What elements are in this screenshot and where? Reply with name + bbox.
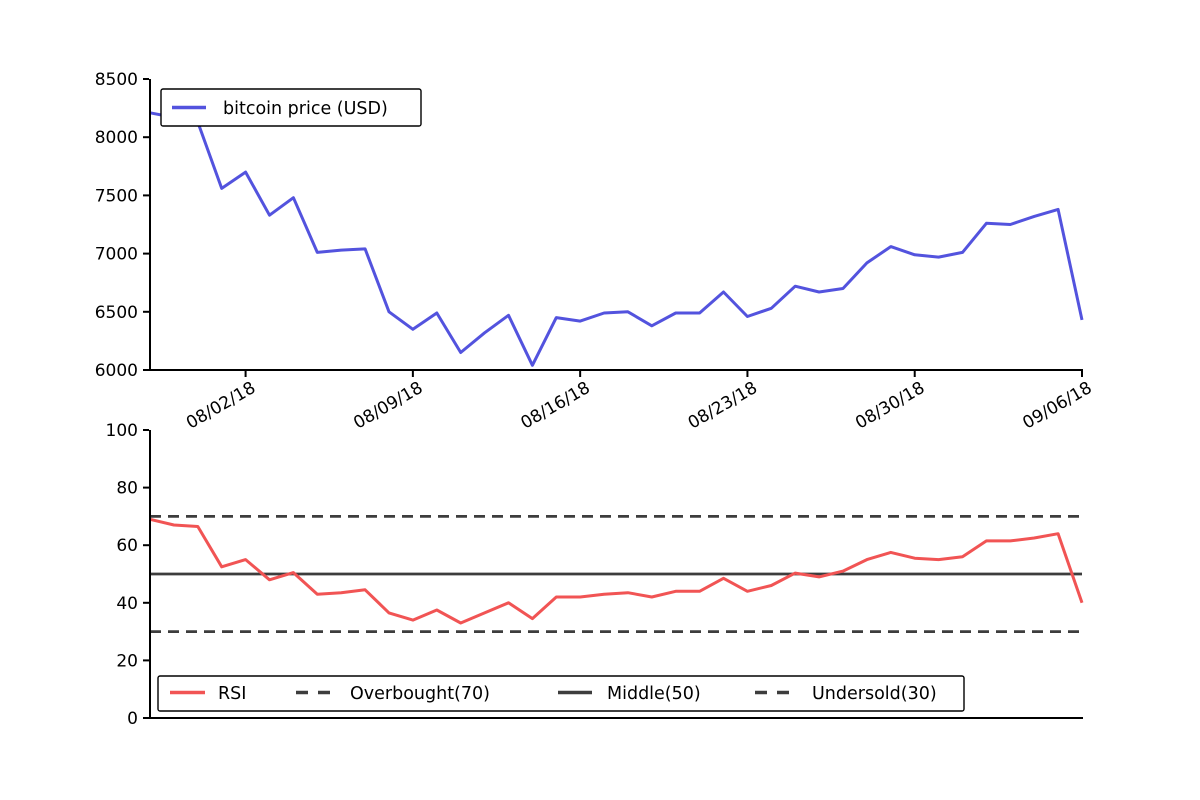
rsi-y-tick-label: 60 [116,536,138,556]
rsi-legend-label: Overbought(70) [350,684,490,704]
rsi-y-tick-label: 20 [116,651,138,671]
price-y-tick-label: 8500 [95,70,138,90]
rsi-legend-label: RSI [218,684,246,704]
price-legend: bitcoin price (USD) [160,88,422,127]
price-y-tick-label: 6000 [95,361,138,381]
price-y-tick-label: 7500 [95,186,138,206]
price-legend-box [160,88,422,127]
price-line [149,111,1084,367]
rsi-legend-label: Undersold(30) [812,684,937,704]
price-legend-label: bitcoin price (USD) [223,99,388,119]
rsi-legend: RSI Overbought(70) Middle(50) Undersold(30) [157,675,965,712]
rsi-y-tick-label: 40 [116,594,138,614]
rsi-y-tick-label: 0 [127,709,138,729]
price-y-tick-label: 8000 [95,128,138,148]
price-y-tick-label: 6500 [95,303,138,323]
rsi-line [149,517,1084,625]
rsi-y-tick-label: 100 [106,421,138,441]
price-y-tick-label: 7000 [95,245,138,265]
rsi-legend-label: Middle(50) [607,684,701,704]
rsi-y-tick-label: 80 [116,479,138,499]
rsi-subplot: 0 20 40 60 80 100 RSI Overbought(70) Middle(50) U… [106,421,1084,729]
